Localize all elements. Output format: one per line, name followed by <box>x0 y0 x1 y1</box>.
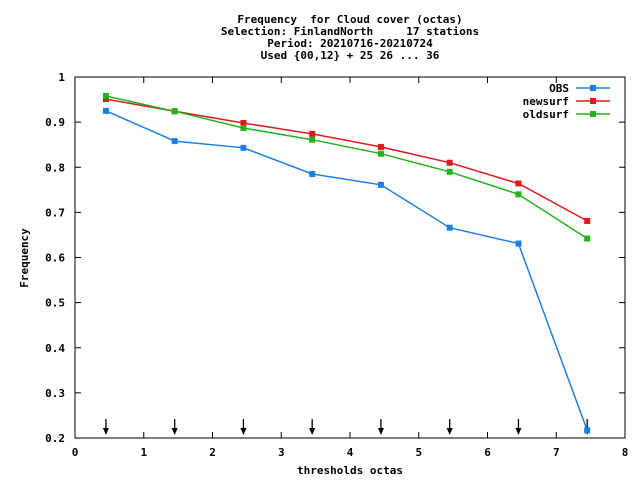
data-point <box>240 120 247 127</box>
data-point <box>584 235 591 242</box>
data-point <box>515 180 522 187</box>
chart-title-line: Period: 20210716-20210724 <box>267 37 433 50</box>
data-point <box>584 217 591 224</box>
threshold-arrow <box>309 419 316 435</box>
x-tick-label: 2 <box>209 446 216 459</box>
threshold-arrows <box>102 419 591 435</box>
chart-title-line: Frequency for Cloud cover (octas) <box>237 13 462 26</box>
y-tick-label: 1 <box>58 71 65 84</box>
legend-entry: newsurf <box>523 95 610 108</box>
y-tick-label: 0.6 <box>45 252 65 265</box>
series-newsurf <box>102 96 591 224</box>
threshold-arrow-head <box>171 428 178 435</box>
y-tick-label: 0.8 <box>45 161 65 174</box>
legend-label: newsurf <box>523 95 569 108</box>
threshold-arrow-head <box>240 428 247 435</box>
series-line <box>105 95 588 240</box>
data-point <box>377 143 384 150</box>
legend-entry: oldsurf <box>523 108 610 121</box>
data-point <box>446 224 453 231</box>
y-tick-label: 0.5 <box>45 297 65 310</box>
axis-ticks: 0 1 2 3 4 5 6 7 8 0.2 0.3 0.4 0.5 0.6 0.7 0.8 0.9 1 <box>45 71 628 459</box>
x-tick-label: 6 <box>484 446 491 459</box>
y-axis-label: Frequency <box>18 228 31 288</box>
x-axis-label: thresholds octas <box>297 464 403 477</box>
data-point <box>102 107 109 114</box>
legend-marker <box>590 98 596 104</box>
data-point <box>515 240 522 247</box>
y-tick-label: 0.3 <box>45 387 65 400</box>
x-tick-label: 3 <box>278 446 285 459</box>
threshold-arrow-head <box>309 428 316 435</box>
series-lines <box>102 92 591 434</box>
data-point <box>240 144 247 151</box>
y-tick-label: 0.4 <box>45 342 65 355</box>
data-point <box>446 168 453 175</box>
chart-title-line: Selection: FinlandNorth 17 stations <box>221 25 479 38</box>
threshold-arrow <box>102 419 109 435</box>
threshold-arrow <box>240 419 247 435</box>
data-point <box>515 191 522 198</box>
threshold-arrow <box>446 419 453 435</box>
x-tick-label: 5 <box>415 446 422 459</box>
y-tick-label: 0.7 <box>45 206 65 219</box>
series-OBS <box>102 107 591 434</box>
data-point <box>102 92 109 99</box>
data-point <box>171 138 178 145</box>
data-point <box>102 96 109 103</box>
threshold-arrow <box>515 419 522 435</box>
data-point <box>377 150 384 157</box>
threshold-arrow-head <box>377 428 384 435</box>
series-line <box>105 110 588 431</box>
legend-label: oldsurf <box>523 108 569 121</box>
x-tick-label: 4 <box>347 446 354 459</box>
x-tick-label: 1 <box>140 446 147 459</box>
x-tick-label: 8 <box>622 446 629 459</box>
data-point <box>446 159 453 166</box>
threshold-arrow-head <box>446 428 453 435</box>
threshold-arrow-head <box>102 428 109 435</box>
legend-marker <box>590 85 596 91</box>
series-line <box>105 98 588 222</box>
threshold-arrow <box>171 419 178 435</box>
series-oldsurf <box>102 92 591 242</box>
legend-label: OBS <box>549 82 569 95</box>
legend-marker <box>590 111 596 117</box>
data-point <box>309 136 316 143</box>
chart-title-line: Used {00,12} + 25 26 ... 36 <box>261 49 440 62</box>
legend-entry: OBS <box>549 82 610 95</box>
data-point <box>171 108 178 115</box>
data-point <box>309 130 316 137</box>
threshold-arrow-head <box>515 428 522 435</box>
data-point <box>309 171 316 178</box>
x-tick-label: 7 <box>553 446 560 459</box>
data-point <box>240 124 247 131</box>
plot-area <box>74 76 626 439</box>
x-tick-label: 0 <box>72 446 79 459</box>
data-point <box>584 427 591 434</box>
threshold-arrow <box>377 419 384 435</box>
y-tick-label: 0.9 <box>45 116 65 129</box>
data-point <box>377 181 384 188</box>
y-tick-label: 0.2 <box>45 432 65 445</box>
chart-title: Frequency for Cloud cover (octas)Selecti… <box>221 13 479 62</box>
